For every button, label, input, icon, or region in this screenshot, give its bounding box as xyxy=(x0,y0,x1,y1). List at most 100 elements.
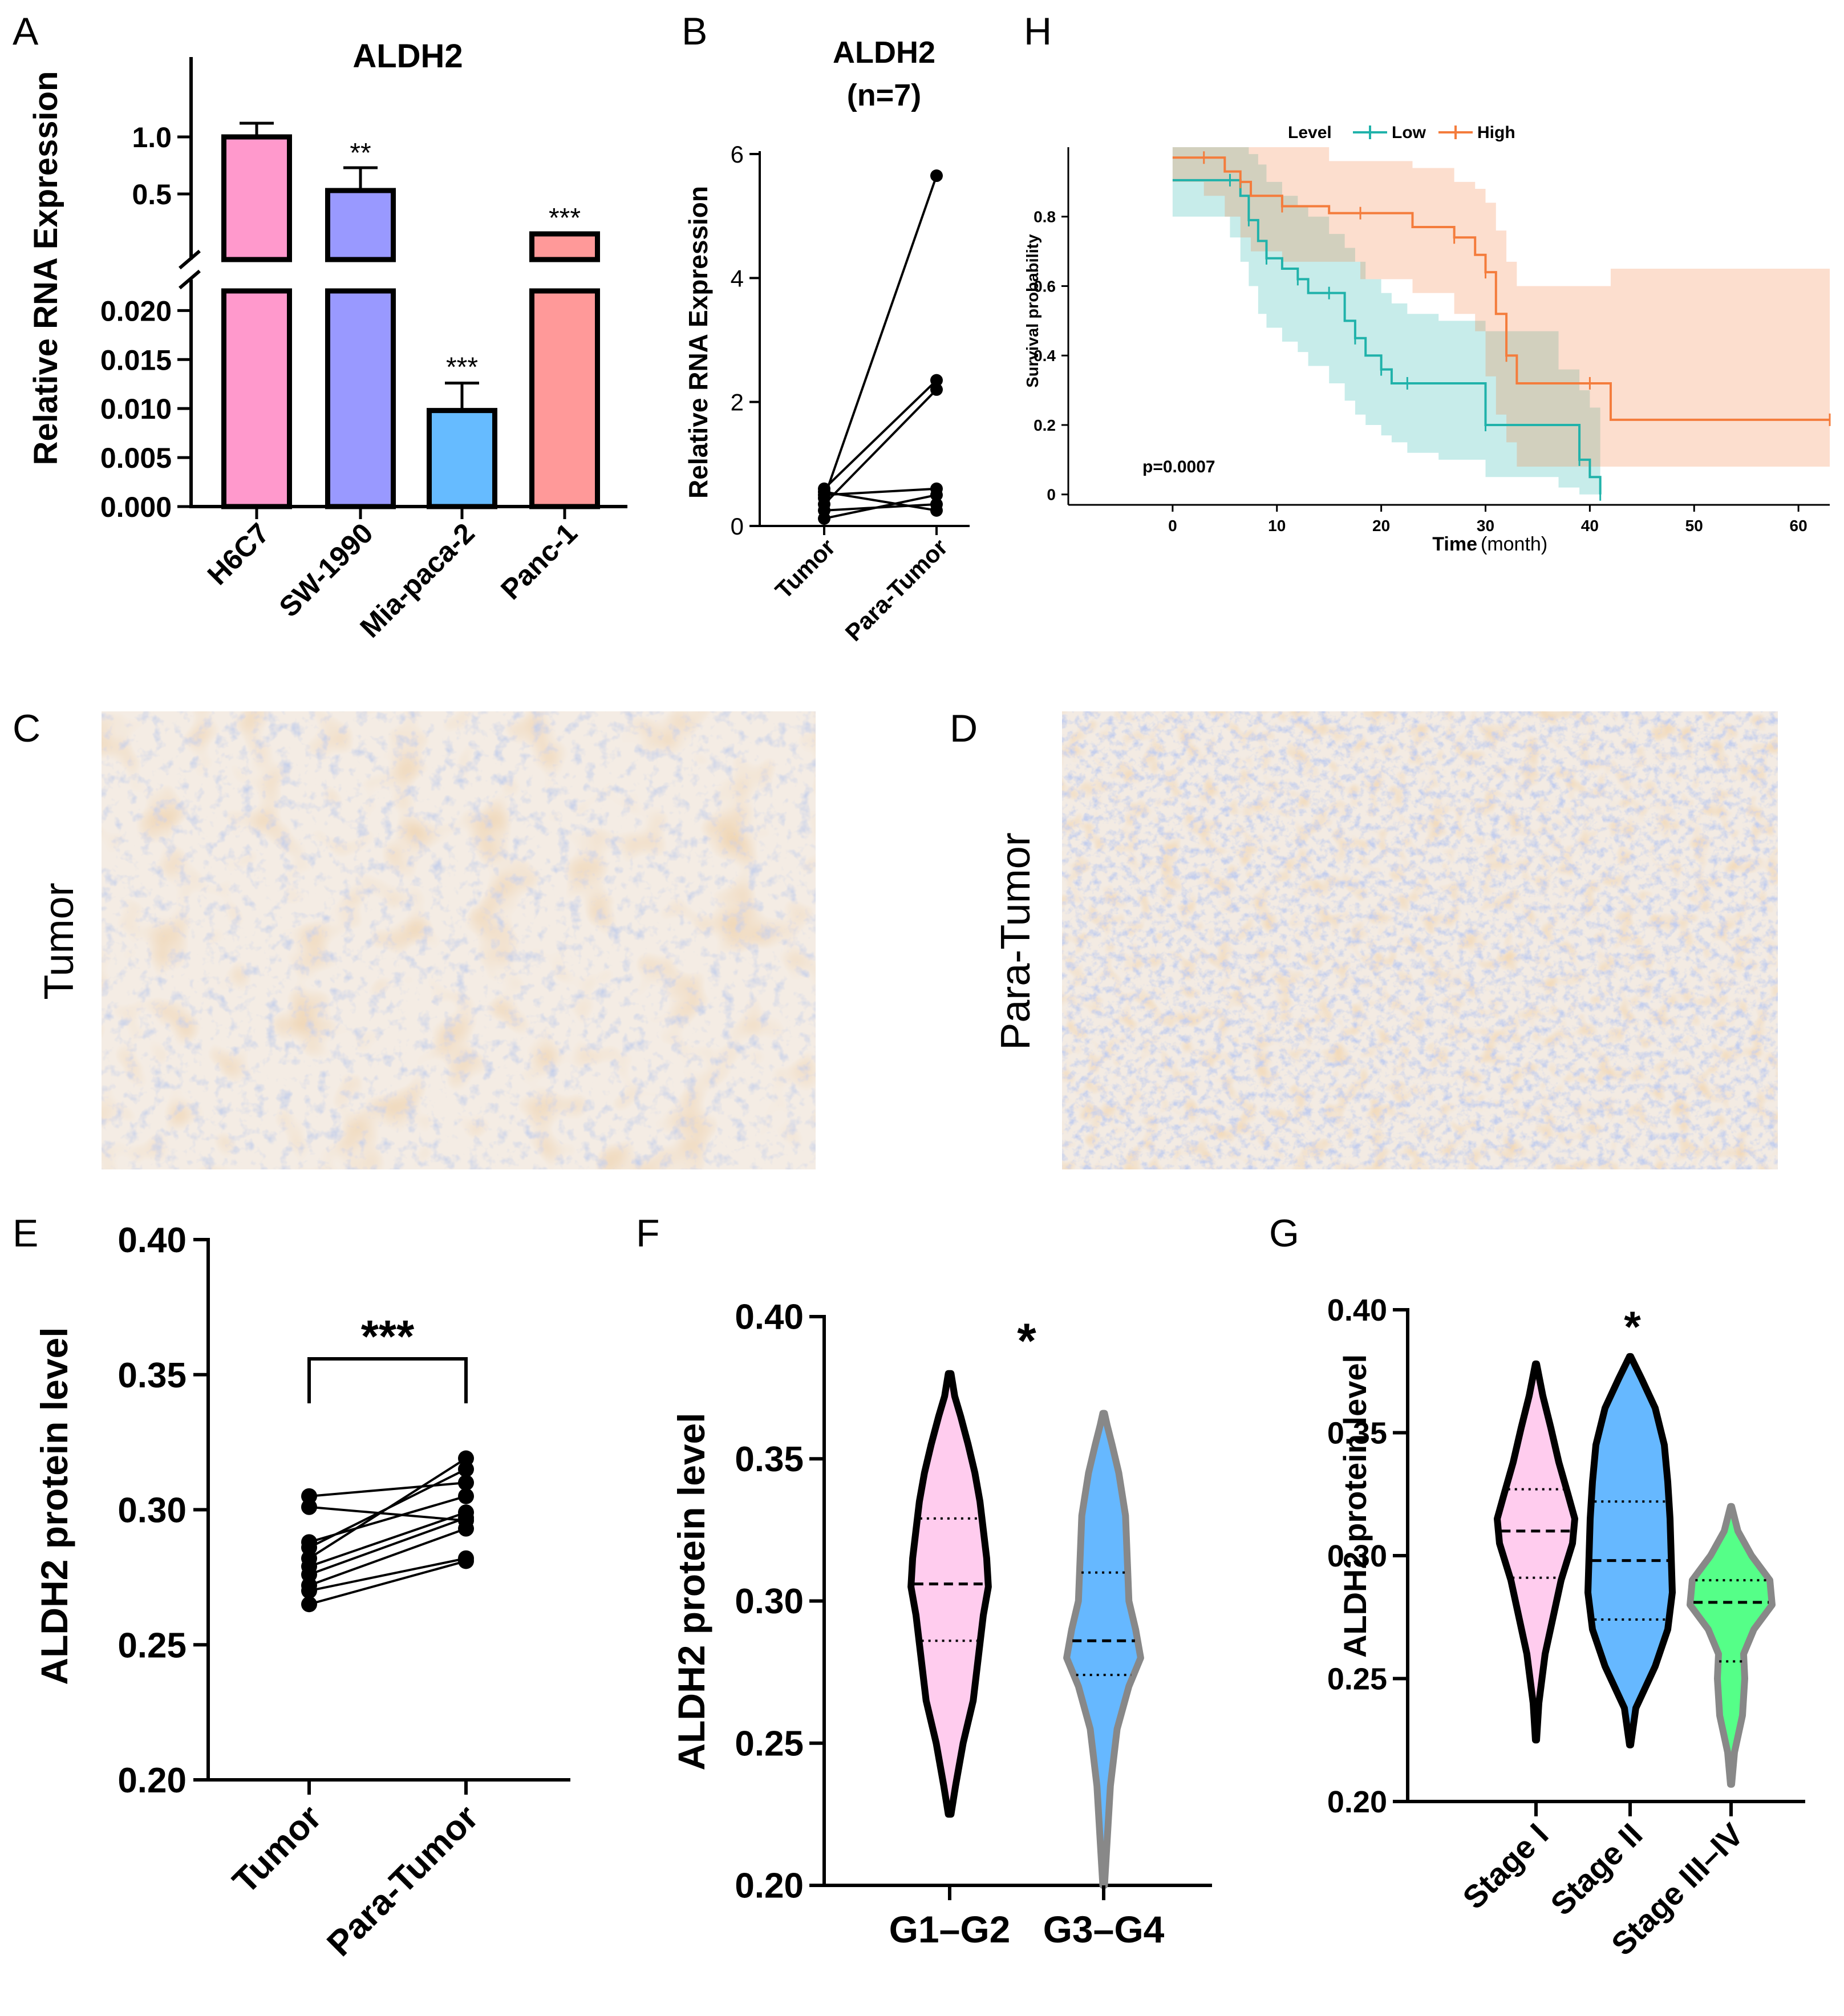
panel-h-survival-chart: 0 0.2 0.4 0.6 0.8 0 10 20 30 40 50 60 Level Low Hig… xyxy=(1024,123,1831,555)
bar-break-gap xyxy=(322,262,399,288)
axis-h-x-tick-label: 40 xyxy=(1581,517,1599,535)
panel-e-ylabel: ALDH2 protein level xyxy=(33,1327,75,1685)
panel-label-a: A xyxy=(13,10,39,53)
axis-b-category-label: Tumor xyxy=(770,533,840,604)
panel-h-xlabel-unit: (month) xyxy=(1481,533,1547,555)
axis-h-x-tick-label: 50 xyxy=(1685,517,1703,535)
paired-line xyxy=(823,379,938,490)
panel-b-ylabel: Relative RNA Expression xyxy=(683,186,713,499)
panel-b-title: ALDH2 xyxy=(833,35,935,70)
bar-group: ** xyxy=(322,138,399,509)
axis-h-x-tick-label: 0 xyxy=(1168,517,1177,535)
axis-a-tick-label: 0.005 xyxy=(100,442,172,474)
significance-stars: *** xyxy=(446,353,478,383)
axis-h-x-tick-label: 60 xyxy=(1790,517,1807,535)
axis-a-category-label: H6C7 xyxy=(201,517,275,591)
axis-e-tick-label: 0.30 xyxy=(117,1491,187,1531)
axis-a-tick-label: 0.010 xyxy=(100,393,172,425)
panel-f-ylabel: ALDH2 protein level xyxy=(670,1412,712,1770)
axis-tick-label: 0.40 xyxy=(1327,1293,1387,1327)
panel-d-histology: Para-Tumor xyxy=(993,711,1778,1169)
panel-d-side-label: Para-Tumor xyxy=(993,832,1039,1050)
panel-f-violin-chart: ALDH2 protein level 0.20 0.25 0.30 0.35 0.40… xyxy=(670,1298,1212,1950)
axis-b-category-label: Para-Tumor xyxy=(840,533,953,646)
axis-h-y-tick-label: 0.6 xyxy=(1034,277,1056,295)
axis-a-break-mark-1 xyxy=(179,249,201,270)
paired-line xyxy=(824,503,937,512)
paired-sample xyxy=(301,1553,474,1613)
significance-bracket xyxy=(307,1357,468,1403)
axis-h-y-tick-label: 0.4 xyxy=(1034,347,1056,365)
axis-e-category-label: Para-Tumor xyxy=(319,1798,486,1964)
panel-a-ylabel: Relative RNA Expression xyxy=(27,71,64,465)
paired-line xyxy=(309,1505,467,1522)
survival-curve-low xyxy=(1172,179,1602,495)
axis-h-x-tick-label: 30 xyxy=(1477,517,1494,535)
para-tumor-point xyxy=(930,504,943,517)
paired-line xyxy=(823,175,938,499)
violin-body xyxy=(1584,1353,1676,1748)
para-tumor-point xyxy=(930,374,943,387)
axis-b-tick-label: 0 xyxy=(731,513,744,540)
ci-band-low xyxy=(1172,147,1600,495)
significance-stars: * xyxy=(1017,1314,1036,1369)
bar-break-gap xyxy=(218,262,295,288)
axis-b-tick-label: 6 xyxy=(731,141,744,168)
panel-label-g: G xyxy=(1269,1212,1299,1255)
paired-line xyxy=(309,1516,467,1576)
tumor-point xyxy=(818,504,830,517)
axis-e-tick-label: 0.35 xyxy=(117,1356,187,1395)
paired-line xyxy=(824,491,937,512)
axis-tick-label: 0.35 xyxy=(735,1440,804,1479)
axis-h-x-tick-label: 20 xyxy=(1372,517,1390,535)
para-tumor-histology-texture xyxy=(1062,711,1778,1169)
panel-label-h: H xyxy=(1024,10,1052,53)
paired-line xyxy=(308,1457,467,1560)
axis-a-category-label: Panc-1 xyxy=(495,517,583,606)
bar-lower xyxy=(325,288,396,509)
paired-line xyxy=(309,1481,467,1497)
bar-upper xyxy=(325,188,396,262)
axis-a-tick-label: 0.015 xyxy=(100,344,172,376)
axis-a-tick-label: 1.0 xyxy=(132,122,172,153)
panel-g-violin-chart: ALDH2 protein level 0.20 0.25 0.30 0.35 0.40… xyxy=(1327,1293,1805,1962)
axis-tick-label: 0.30 xyxy=(735,1582,804,1621)
axis-a-tick-label: 0.020 xyxy=(100,295,172,327)
tumor-histology-texture xyxy=(102,711,816,1169)
axis-b-tick-label: 2 xyxy=(731,389,744,416)
para-tumor-point xyxy=(458,1520,474,1537)
violin-stage-i xyxy=(1494,1360,1578,1744)
panel-h-annotation: p=0.0007 xyxy=(1142,458,1215,476)
panel-label-e: E xyxy=(13,1212,38,1255)
axis-e-tick-label: 0.20 xyxy=(117,1761,187,1800)
panel-b-paired-chart: ALDH2 (n=7) Relative RNA Expression 0 2 4 6… xyxy=(683,35,970,646)
paired-line xyxy=(309,1557,467,1592)
violin-g3-g4 xyxy=(1063,1410,1144,1889)
tumor-point xyxy=(301,1582,317,1599)
bar xyxy=(427,408,497,509)
violin-body xyxy=(1494,1360,1578,1744)
paired-line xyxy=(309,1527,467,1586)
paired-sample xyxy=(818,169,943,505)
panel-h-xlabel: Time xyxy=(1432,533,1477,555)
axis-a-tick-label: 0.5 xyxy=(132,179,172,210)
significance-stars: * xyxy=(1624,1303,1641,1351)
panel-h-ylabel: Survival probability xyxy=(1024,234,1042,387)
axis-tick-label: 0.35 xyxy=(1327,1416,1387,1450)
para-tumor-point xyxy=(458,1450,474,1467)
panel-c-histology: Tumor xyxy=(37,711,816,1169)
panel-b-subtitle: (n=7) xyxy=(847,78,922,112)
tumor-point xyxy=(818,485,830,499)
axis-a-break-mark-2 xyxy=(179,269,201,290)
tumor-point xyxy=(301,1499,317,1515)
axis-tick-label: 0.20 xyxy=(1327,1785,1387,1819)
axis-a-category-label: SW-1990 xyxy=(273,517,379,623)
panel-a-bar-chart: ALDH2 Relative RNA Expression 1.0 0.5 0.02… xyxy=(27,38,627,644)
bar-group: *** xyxy=(526,203,603,509)
significance-stars: *** xyxy=(361,1311,415,1362)
axis-tick-label: 0.40 xyxy=(735,1298,804,1337)
axis-h-y-tick-label: 0.2 xyxy=(1034,416,1056,434)
axis-h-y-tick-label: 0 xyxy=(1047,486,1056,504)
axis-category-label: Stage I xyxy=(1456,1816,1555,1916)
